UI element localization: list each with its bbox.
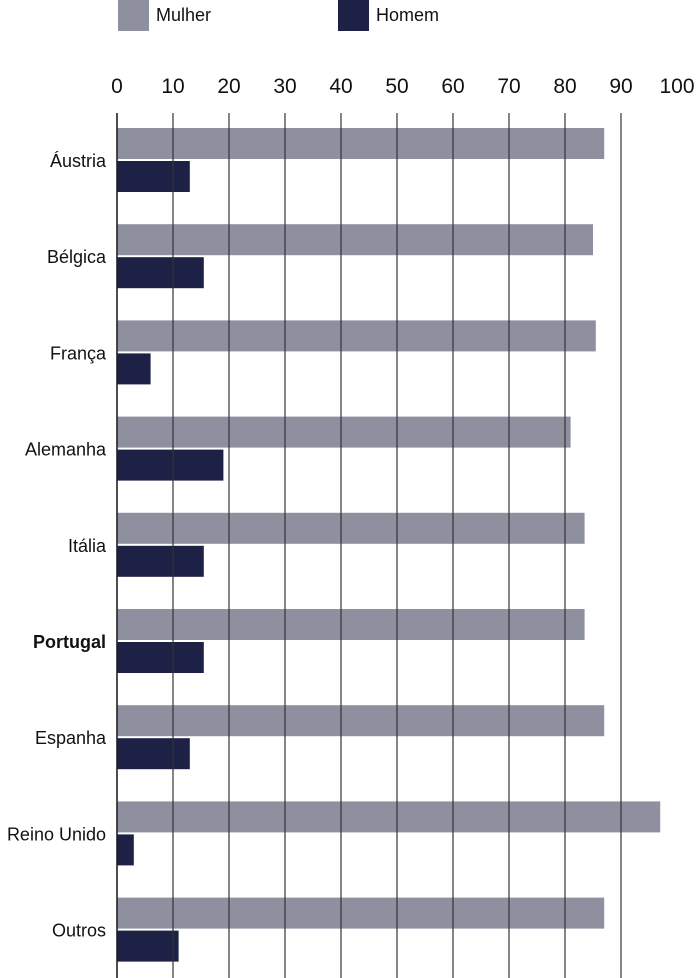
bar-homem — [117, 161, 190, 192]
category-label: Bélgica — [47, 247, 107, 267]
bar-mulher — [117, 801, 661, 833]
legend: Mulher Homem — [118, 0, 439, 31]
bar-homem — [117, 834, 134, 866]
bar-mulher — [117, 609, 585, 640]
x-tick-label: 100 — [659, 75, 694, 98]
x-tick-label: 20 — [217, 75, 240, 98]
legend-swatch-mulher — [118, 0, 149, 31]
bar-homem — [117, 449, 224, 481]
legend-label-homem: Homem — [376, 5, 439, 25]
category-label: Áustria — [50, 151, 107, 171]
x-tick-label: 90 — [609, 75, 632, 98]
x-tick-label: 60 — [441, 75, 464, 98]
x-axis-ticks: 0 10 20 30 40 50 60 70 80 90 100 — [111, 75, 694, 98]
x-tick-label: 30 — [273, 75, 296, 98]
bar-homem — [117, 642, 204, 673]
bar-homem — [117, 738, 190, 770]
category-label: França — [50, 343, 107, 363]
category-label: Portugal — [33, 632, 106, 652]
bars — [117, 128, 661, 962]
bar-mulher — [117, 416, 571, 448]
x-tick-label: 70 — [497, 75, 520, 98]
bar-mulher — [117, 320, 596, 352]
x-tick-label: 50 — [385, 75, 408, 98]
bar-mulher — [117, 512, 585, 544]
legend-swatch-homem — [338, 0, 369, 31]
bar-homem — [117, 545, 204, 577]
x-tick-label: 80 — [553, 75, 576, 98]
bar-homem — [117, 930, 179, 962]
bar-homem — [117, 257, 204, 289]
category-label: Espanha — [35, 728, 107, 748]
bar-mulher — [117, 897, 605, 929]
category-label: Itália — [68, 536, 107, 556]
category-label: Reino Unido — [7, 824, 106, 844]
bar-mulher — [117, 705, 605, 737]
category-label: Alemanha — [25, 440, 107, 460]
bar-mulher — [117, 224, 593, 256]
gridlines — [116, 113, 622, 978]
legend-label-mulher: Mulher — [156, 5, 211, 25]
x-tick-label: 40 — [329, 75, 352, 98]
category-labels: Áustria Bélgica França Alemanha Itália Portug… — [7, 151, 107, 941]
category-label: Outros — [52, 921, 106, 941]
bar-homem — [117, 353, 151, 385]
x-tick-label: 10 — [161, 75, 184, 98]
bar-mulher — [117, 128, 605, 159]
x-tick-label: 0 — [111, 75, 123, 98]
